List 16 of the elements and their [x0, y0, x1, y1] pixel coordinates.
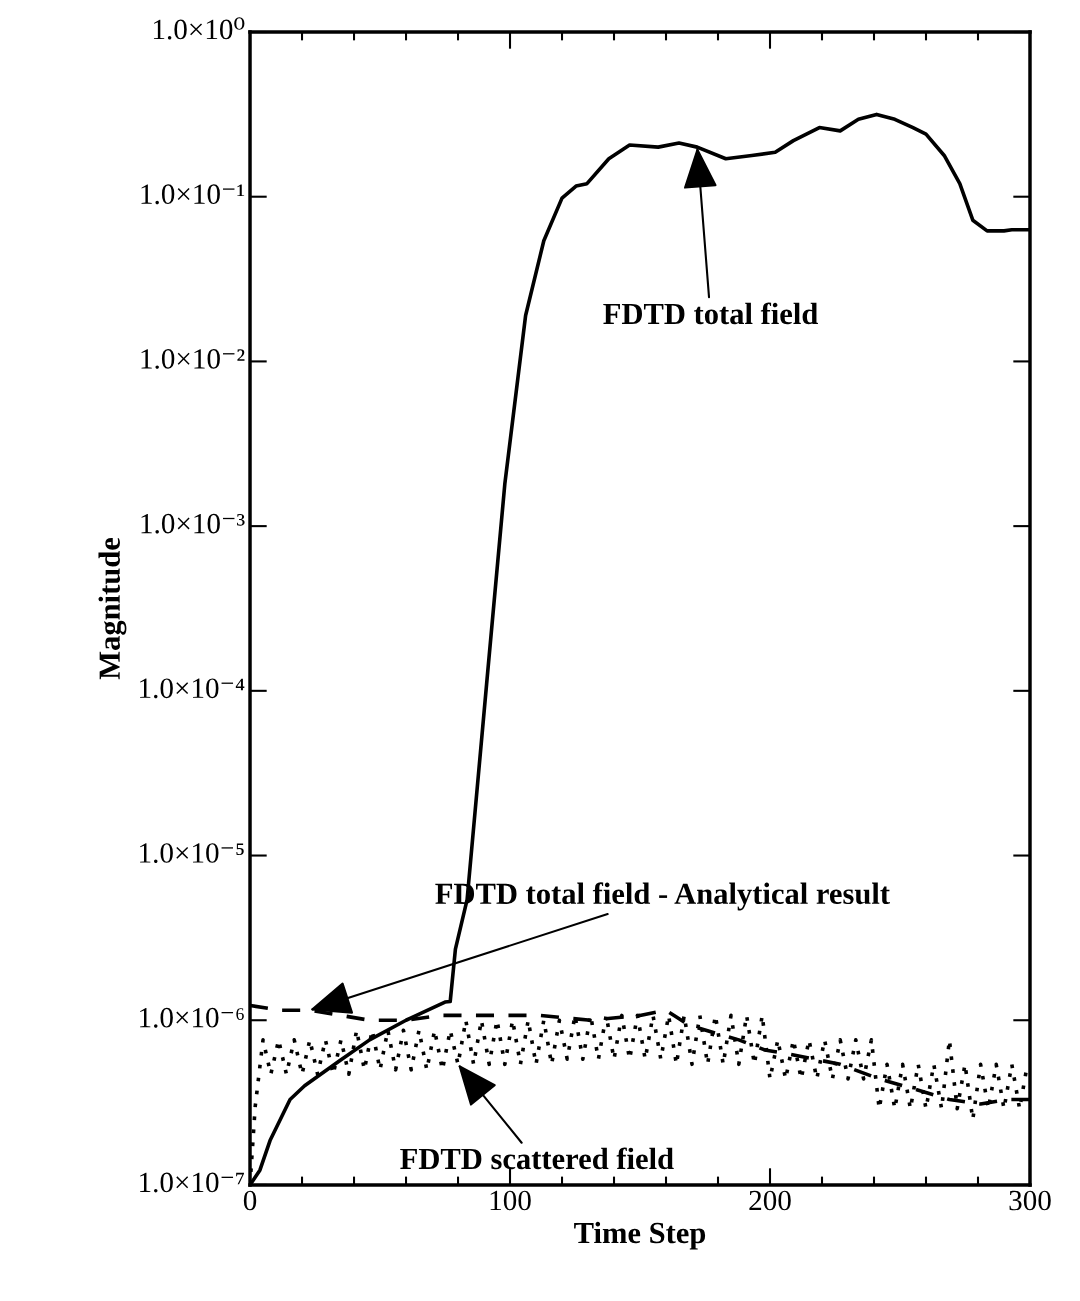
x-tick-label: 200 — [749, 1190, 791, 1211]
x-tick-label: 100 — [490, 1190, 531, 1211]
y-tick-label: 1.0×10⁻¹ — [141, 184, 245, 205]
y-tick-label: 1.0×10⁻⁷ — [140, 1172, 244, 1193]
y-tick-label: 1.0×10⁻⁶ — [140, 1007, 244, 1028]
annotation: FDTD scattered field — [400, 1147, 674, 1170]
y-axis-title: Magnitude — [98, 537, 127, 680]
y-tick-label: 1.0×10⁻³ — [141, 513, 245, 534]
y-tick-label: 1.0×10⁻⁵ — [140, 843, 244, 863]
annotation: FDTD total field — [603, 302, 818, 325]
x-axis-title: Time Step — [574, 1221, 706, 1250]
y-tick-label: 1.0×10⁰ — [153, 17, 245, 40]
y-tick-label: 1.0×10⁻² — [141, 349, 245, 369]
x-tick-label: 0 — [243, 1190, 257, 1211]
x-tick-label: 300 — [1009, 1190, 1051, 1211]
y-tick-label: 1.0×10⁻⁴ — [140, 678, 245, 699]
